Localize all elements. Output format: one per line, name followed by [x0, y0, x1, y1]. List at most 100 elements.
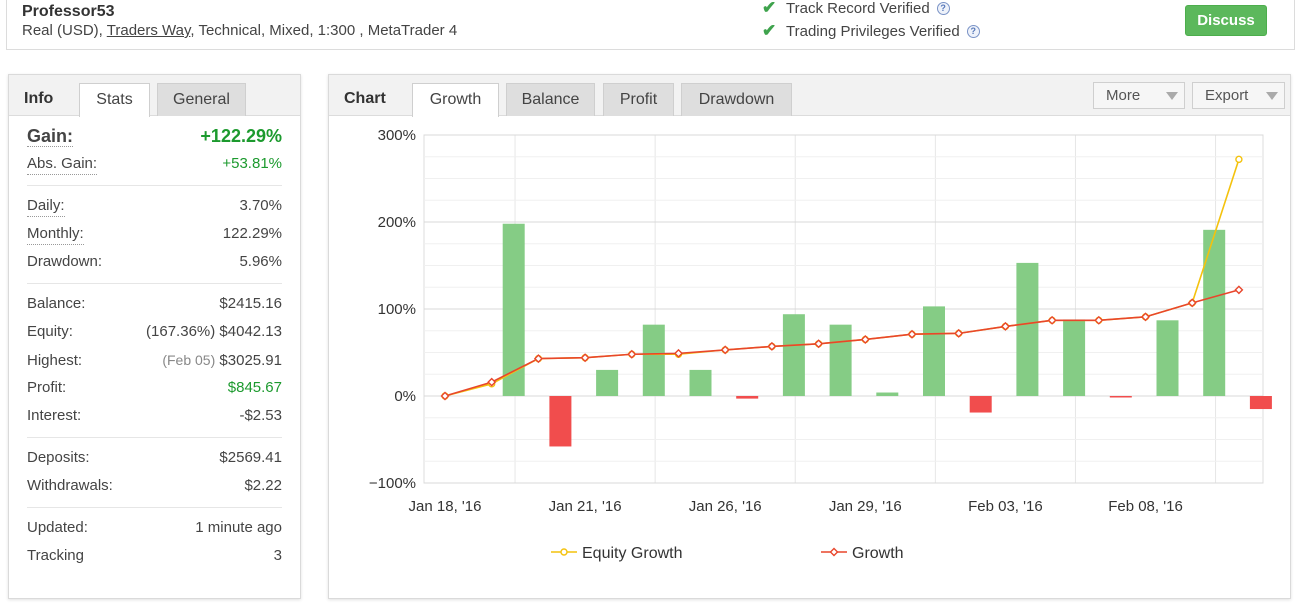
tab-balance[interactable]: Balance [506, 83, 595, 116]
y-tick-label: 200% [378, 214, 416, 231]
equity-row: Equity: (167.36%) $4042.13 [27, 318, 282, 346]
tab-stats[interactable]: Stats [79, 83, 150, 117]
chart-bar [1156, 320, 1179, 396]
updated-value: 1 minute ago [195, 519, 282, 536]
legend-marker [829, 547, 839, 557]
series-point [860, 334, 870, 344]
legend-label: Equity Growth [582, 545, 682, 562]
chart-bar [876, 392, 899, 396]
account-name: Professor53 [22, 3, 115, 20]
account-meta-suffix: , Technical, Mixed, 1:300 , MetaTrader 4 [190, 22, 458, 39]
equity-value: $4042.13 [219, 323, 282, 340]
balance-label: Balance: [27, 295, 86, 312]
highest-note: (Feb 05) [162, 352, 216, 368]
more-dropdown[interactable]: More [1093, 82, 1185, 109]
chart-bar [782, 314, 805, 396]
monthly-row: Monthly: 122.29% [27, 220, 282, 248]
daily-value: 3.70% [239, 197, 282, 214]
gain-value: +122.29% [200, 126, 282, 146]
account-meta: Real (USD), Traders Way, Technical, Mixe… [22, 22, 457, 39]
export-dropdown[interactable]: Export [1192, 82, 1285, 109]
series-point [1187, 298, 1197, 308]
info-tab-bar: Info Stats General [9, 75, 300, 117]
chart-tab-bar: Chart Growth Balance Profit Drawdown Mor… [329, 75, 1290, 117]
interest-value: -$2.53 [239, 407, 282, 424]
series-point [1000, 321, 1010, 331]
deposits-row: Deposits: $2569.41 [27, 444, 282, 472]
highest-value-group: (Feb 05) $3025.91 [162, 346, 282, 375]
highest-row: Highest: (Feb 05) $3025.91 [27, 346, 282, 374]
series-point [1141, 312, 1150, 322]
trading-privileges-label: Trading Privileges Verified [786, 22, 960, 40]
x-tick-label: Jan 29, '16 [829, 498, 902, 515]
chart-bar [502, 223, 525, 396]
chart-bar [1249, 396, 1272, 410]
series-point [533, 354, 543, 364]
highest-label: Highest: [27, 352, 83, 369]
updated-section: Updated: 1 minute ago Tracking 3 [27, 508, 282, 577]
tab-profit[interactable]: Profit [603, 83, 674, 116]
series-point [1047, 315, 1057, 325]
x-tick-label: Jan 18, '16 [409, 498, 482, 515]
series-point [580, 353, 590, 363]
daily-row: Daily: 3.70% [27, 192, 282, 220]
series-point [487, 377, 497, 387]
broker-link[interactable]: Traders Way [106, 22, 191, 39]
series-point [720, 345, 730, 355]
discuss-button[interactable]: Discuss [1185, 5, 1267, 36]
check-icon: ✔ [762, 21, 777, 40]
monthly-label[interactable]: Monthly: [27, 224, 84, 245]
help-icon[interactable]: ? [966, 24, 980, 38]
x-tick-label: Feb 08, '16 [1108, 498, 1183, 515]
gain-label[interactable]: Gain: [27, 126, 74, 147]
drawdown-label: Drawdown: [27, 253, 103, 270]
y-tick-label: 300% [378, 127, 416, 144]
export-label: Export [1205, 87, 1249, 104]
gain-row: Gain: +122.29% [27, 122, 282, 150]
updated-label: Updated: [27, 519, 88, 536]
tab-general[interactable]: General [157, 83, 246, 116]
chart-bar [1203, 229, 1226, 396]
highest-value: $3025.91 [219, 352, 282, 369]
balance-section: Balance: $2415.16 Equity: (167.36%) $404… [27, 284, 282, 438]
chart-bar [736, 396, 759, 399]
daily-label[interactable]: Daily: [27, 196, 65, 217]
drawdown-row: Drawdown: 5.96% [27, 248, 282, 276]
series-point [674, 348, 683, 358]
abs-gain-label[interactable]: Abs. Gain: [27, 154, 98, 175]
series-point [767, 341, 777, 351]
trading-privileges-verified: ✔ Trading Privileges Verified ? [762, 21, 980, 41]
equity-note: (167.36%) [146, 323, 216, 340]
series-point [440, 391, 450, 401]
series-point [1094, 315, 1104, 325]
tracking-value: 3 [273, 547, 282, 564]
tab-drawdown[interactable]: Drawdown [681, 83, 792, 116]
check-icon: ✔ [762, 0, 777, 17]
withdrawals-row: Withdrawals: $2.22 [27, 472, 282, 500]
chart-bar [642, 324, 665, 396]
series-line [444, 289, 1240, 397]
x-tick-label: Jan 26, '16 [689, 498, 762, 515]
y-tick-label: 100% [378, 301, 416, 318]
track-record-verified: ✔ Track Record Verified ? [762, 0, 950, 18]
chevron-down-icon [1166, 92, 1178, 100]
chart-bar [969, 396, 992, 413]
series-point [814, 339, 824, 349]
y-tick-label: −100% [369, 475, 416, 492]
profit-row: Profit: $845.67 [27, 374, 282, 402]
series-point [627, 349, 637, 359]
deposits-section: Deposits: $2569.41 Withdrawals: $2.22 [27, 438, 282, 508]
series-point [907, 329, 917, 339]
x-tick-label: Feb 03, '16 [968, 498, 1043, 515]
series-point [1235, 155, 1243, 164]
deposits-value: $2569.41 [219, 449, 282, 466]
chart-bar [1016, 262, 1039, 396]
chart-panel-title: Chart [344, 90, 386, 107]
help-icon[interactable]: ? [936, 1, 950, 15]
chart-bar [596, 369, 619, 396]
tab-growth[interactable]: Growth [412, 83, 499, 117]
balance-value: $2415.16 [219, 295, 282, 312]
growth-chart: 300% 200% 100% 0% −100% Jan 18, '16 Jan 21, '1… [369, 127, 1272, 562]
equity-label: Equity: [27, 323, 73, 340]
chart-bar [923, 306, 945, 396]
